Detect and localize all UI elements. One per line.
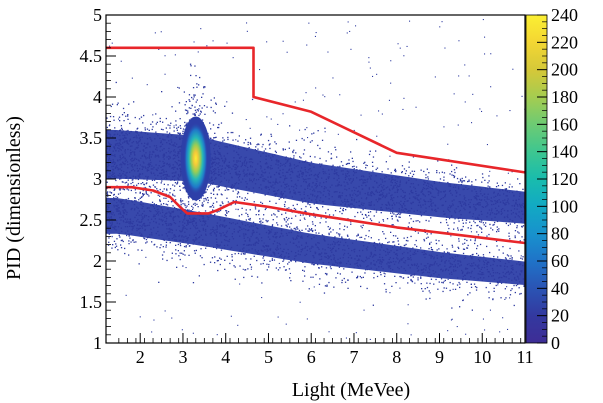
x-tick-label: 10	[473, 347, 491, 367]
colorbar-tick-label: 100	[551, 196, 578, 216]
y-tick-label: 1.5	[80, 292, 103, 312]
x-tick-label: 9	[435, 347, 444, 367]
colorbar-tick-label: 160	[551, 114, 578, 134]
colorbar-tick-label: 40	[551, 278, 569, 298]
x-axis: 2 3 4 5 6 7 8 9 10 11	[118, 333, 534, 367]
x-tick-label: 3	[178, 347, 187, 367]
y-tick-label: 3	[93, 169, 102, 189]
colorbar-tick-label: 180	[551, 87, 578, 107]
density-layer	[106, 19, 525, 343]
x-tick-label: 2	[136, 347, 145, 367]
lower-band-core	[106, 197, 525, 285]
y-tick-label: 2	[93, 251, 102, 271]
y-tick-label: 5	[93, 5, 102, 25]
x-tick-label: 7	[349, 347, 358, 367]
y-tick-label: 2.5	[80, 210, 103, 230]
y-axis: 1 1.5 2 2.5 3 3.5 4 4.5 5	[80, 5, 116, 353]
colorbar-tick-label: 240	[551, 5, 578, 25]
colorbar-tick-label: 80	[551, 224, 569, 244]
colorbar-tick-label: 0	[551, 333, 560, 353]
y-tick-label: 4	[93, 87, 102, 107]
colorbar-scale: 0 20 40 60 80 100 120 140 160 180 200 220 240	[537, 5, 578, 353]
colorbar-tick-label: 200	[551, 60, 578, 80]
x-tick-label: 8	[392, 347, 401, 367]
colorbar-tick-label: 20	[551, 306, 569, 326]
colorbar-tick-label: 220	[551, 32, 578, 52]
scatter-points	[106, 19, 525, 343]
x-tick-label: 5	[264, 347, 273, 367]
colorbar-tick-label: 120	[551, 169, 578, 189]
y-tick-label: 1	[93, 333, 102, 353]
upper-band-core	[106, 129, 525, 224]
x-axis-title: Light (MeVee)	[292, 379, 410, 401]
colorbar-tick-label: 140	[551, 142, 578, 162]
y-axis-title: PID (dimensionless)	[3, 116, 25, 280]
x-tick-label: 11	[516, 347, 533, 367]
cut-line-1	[106, 46, 525, 174]
x-tick-label: 4	[221, 347, 230, 367]
y-tick-label: 4.5	[80, 46, 103, 66]
cut-line-2	[106, 185, 525, 245]
colorbar-tick-label: 60	[551, 251, 569, 271]
hot-spot	[183, 122, 208, 195]
y-tick-label: 3.5	[80, 128, 103, 148]
cut-lines	[106, 46, 525, 245]
x-tick-label: 6	[307, 347, 316, 367]
